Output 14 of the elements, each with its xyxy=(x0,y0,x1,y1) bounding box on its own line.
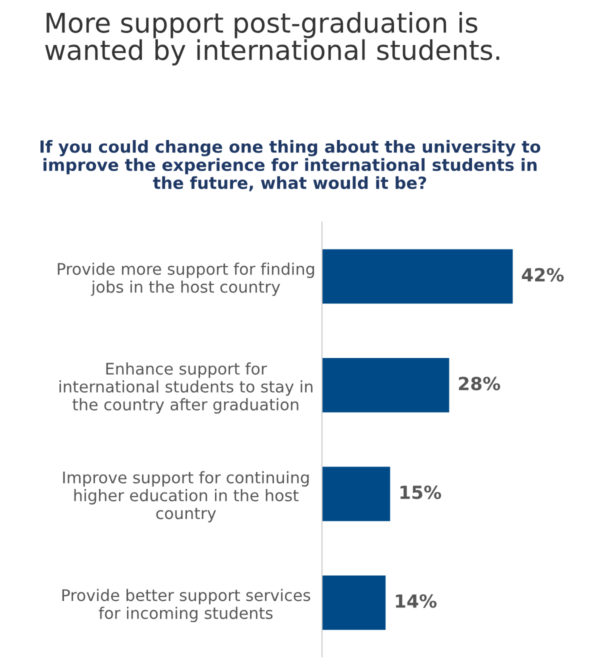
data-label: 28% xyxy=(458,376,500,390)
bar xyxy=(322,466,390,522)
bar xyxy=(322,358,450,412)
y-tick-label: Provide more support for finding jobs in the host country xyxy=(58,262,314,296)
chart-title: More support post-graduation is wanted by international students. xyxy=(45,12,500,66)
chart-subtitle: If you could change one thing about the university to improve the experience for international students in the future, what would it be? xyxy=(40,140,540,192)
y-tick-label: Enhance support for international students to stay in the country after graduation xyxy=(60,362,312,414)
data-label: 15% xyxy=(400,485,442,500)
y-tick-label: Improve support for continuing higher education in the host country xyxy=(63,471,309,522)
y-tick-label: Provide better support services for incoming students xyxy=(62,588,310,622)
bar xyxy=(322,249,513,304)
bar xyxy=(322,575,386,630)
data-label: 14% xyxy=(396,594,437,608)
data-label: 42% xyxy=(522,268,564,282)
